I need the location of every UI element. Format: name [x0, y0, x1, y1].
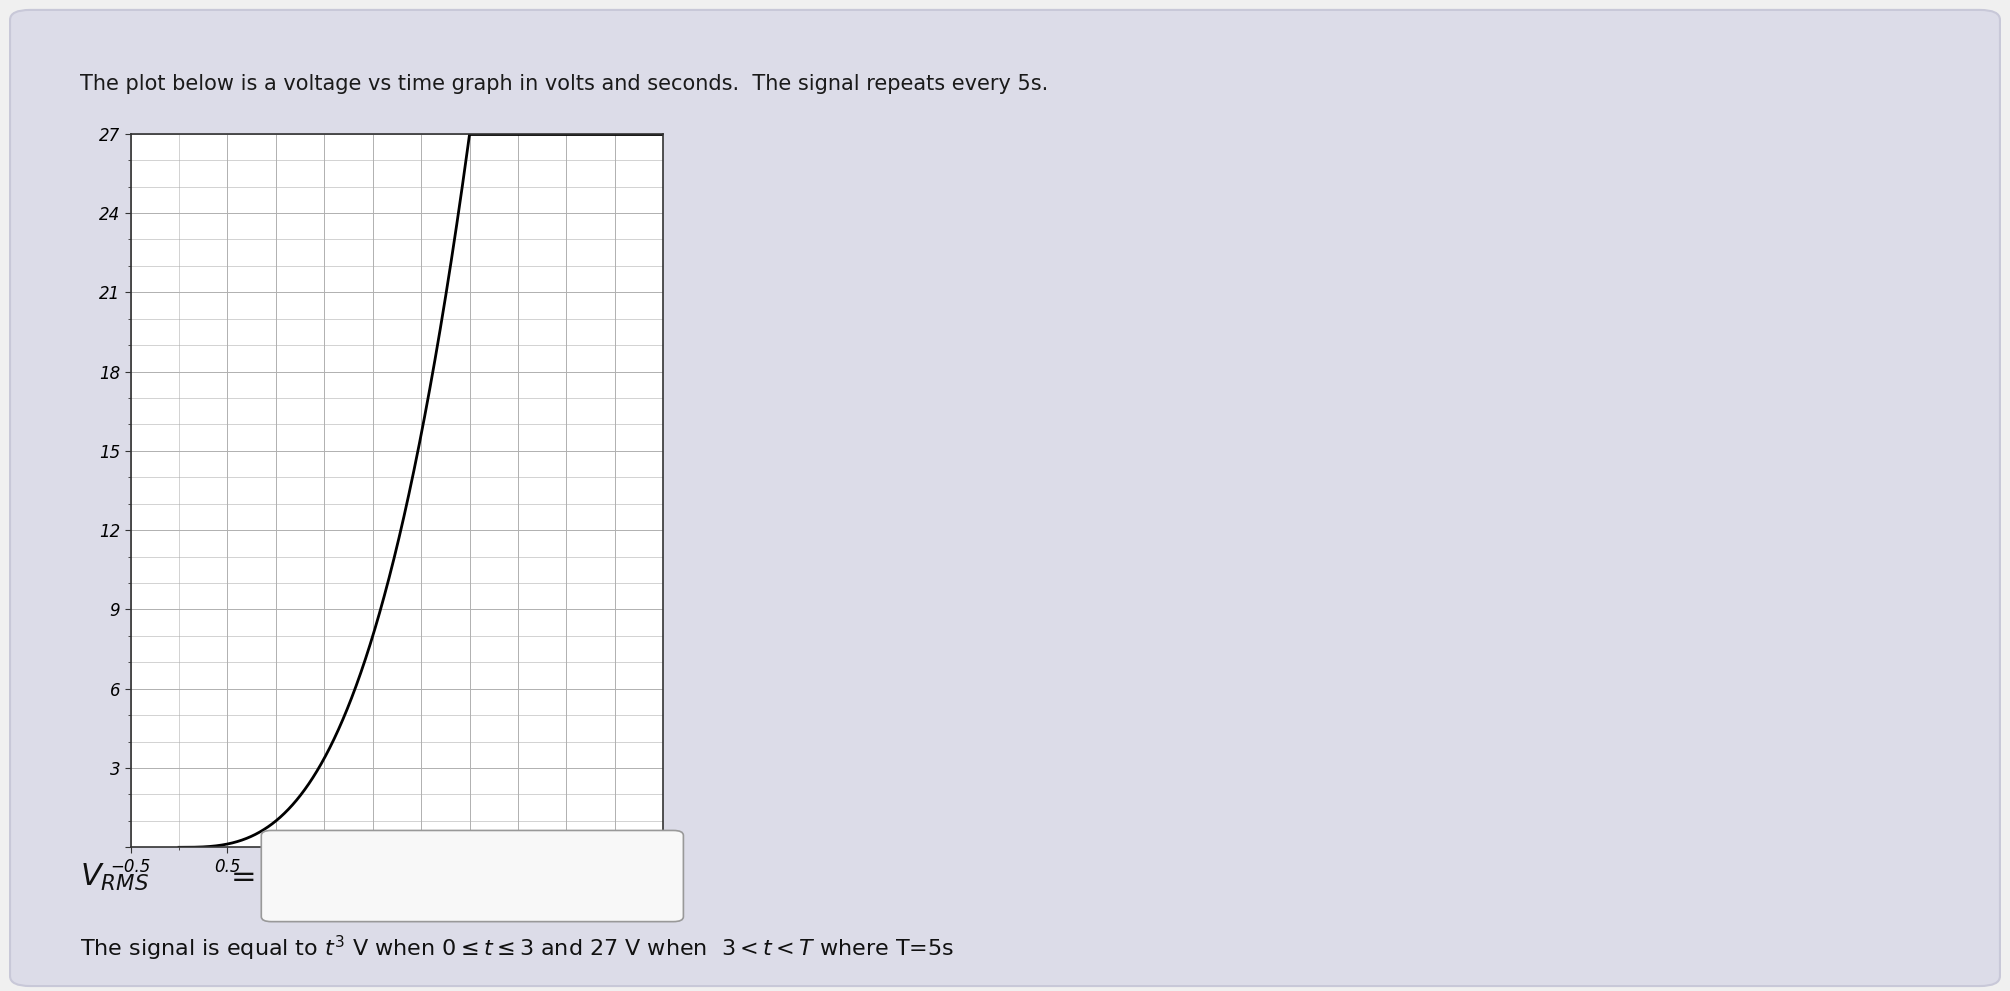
Text: The signal is equal to $t^3$ V when $0 \leq t \leq 3$ and 27 V when  $3 < t < T$: The signal is equal to $t^3$ V when $0 \… — [80, 934, 955, 962]
Text: =: = — [231, 862, 257, 892]
Text: $V_{RMS}$: $V_{RMS}$ — [80, 861, 149, 893]
Text: The plot below is a voltage vs time graph in volts and seconds.  The signal repe: The plot below is a voltage vs time grap… — [80, 74, 1049, 94]
